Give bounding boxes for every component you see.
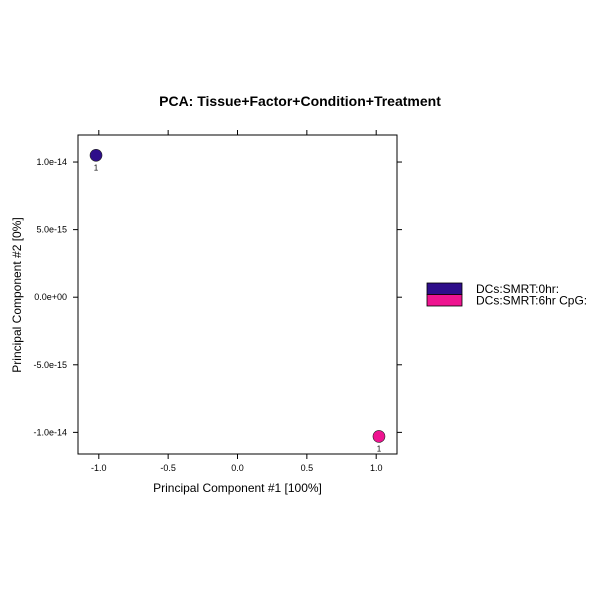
legend-swatch [426, 294, 463, 307]
x-axis: -1.0 -0.5 0.0 0.5 1.0 [91, 130, 382, 473]
x-tick-label: -0.5 [160, 463, 176, 473]
data-point-label: 1 [94, 163, 99, 172]
x-axis-label: Principal Component #1 [100%] [153, 481, 322, 495]
y-tick-label: 0.0e+00 [34, 292, 67, 302]
y-tick-label: 5.0e-15 [36, 225, 67, 235]
y-axis: 1.0e-14 5.0e-15 0.0e+00 -5.0e-15 -1.0e-14 [33, 157, 402, 437]
data-point [372, 430, 386, 443]
data-point [89, 148, 103, 162]
plot-frame [77, 134, 398, 455]
x-tick-label: 0.5 [301, 463, 314, 473]
x-tick-label: 1.0 [370, 463, 383, 473]
chart-title: PCA: Tissue+Factor+Condition+Treatment [159, 93, 441, 109]
legend-label: DCs:SMRT:0hr: [476, 282, 559, 296]
y-tick-label: 1.0e-14 [36, 157, 67, 167]
data-points: 11 [89, 148, 386, 453]
y-axis-label: Principal Component #2 [0%] [10, 217, 24, 372]
y-tick-label: -1.0e-14 [33, 427, 67, 437]
legend-label: DCs:SMRT:6hr CpG: [476, 294, 587, 308]
x-tick-label: -1.0 [91, 463, 107, 473]
legend-swatch [426, 282, 463, 295]
legend: DCs:SMRT:0hr:DCs:SMRT:6hr CpG: [426, 282, 587, 308]
data-point-label: 1 [377, 444, 382, 453]
x-tick-label: 0.0 [231, 463, 244, 473]
y-tick-label: -5.0e-15 [33, 360, 67, 370]
